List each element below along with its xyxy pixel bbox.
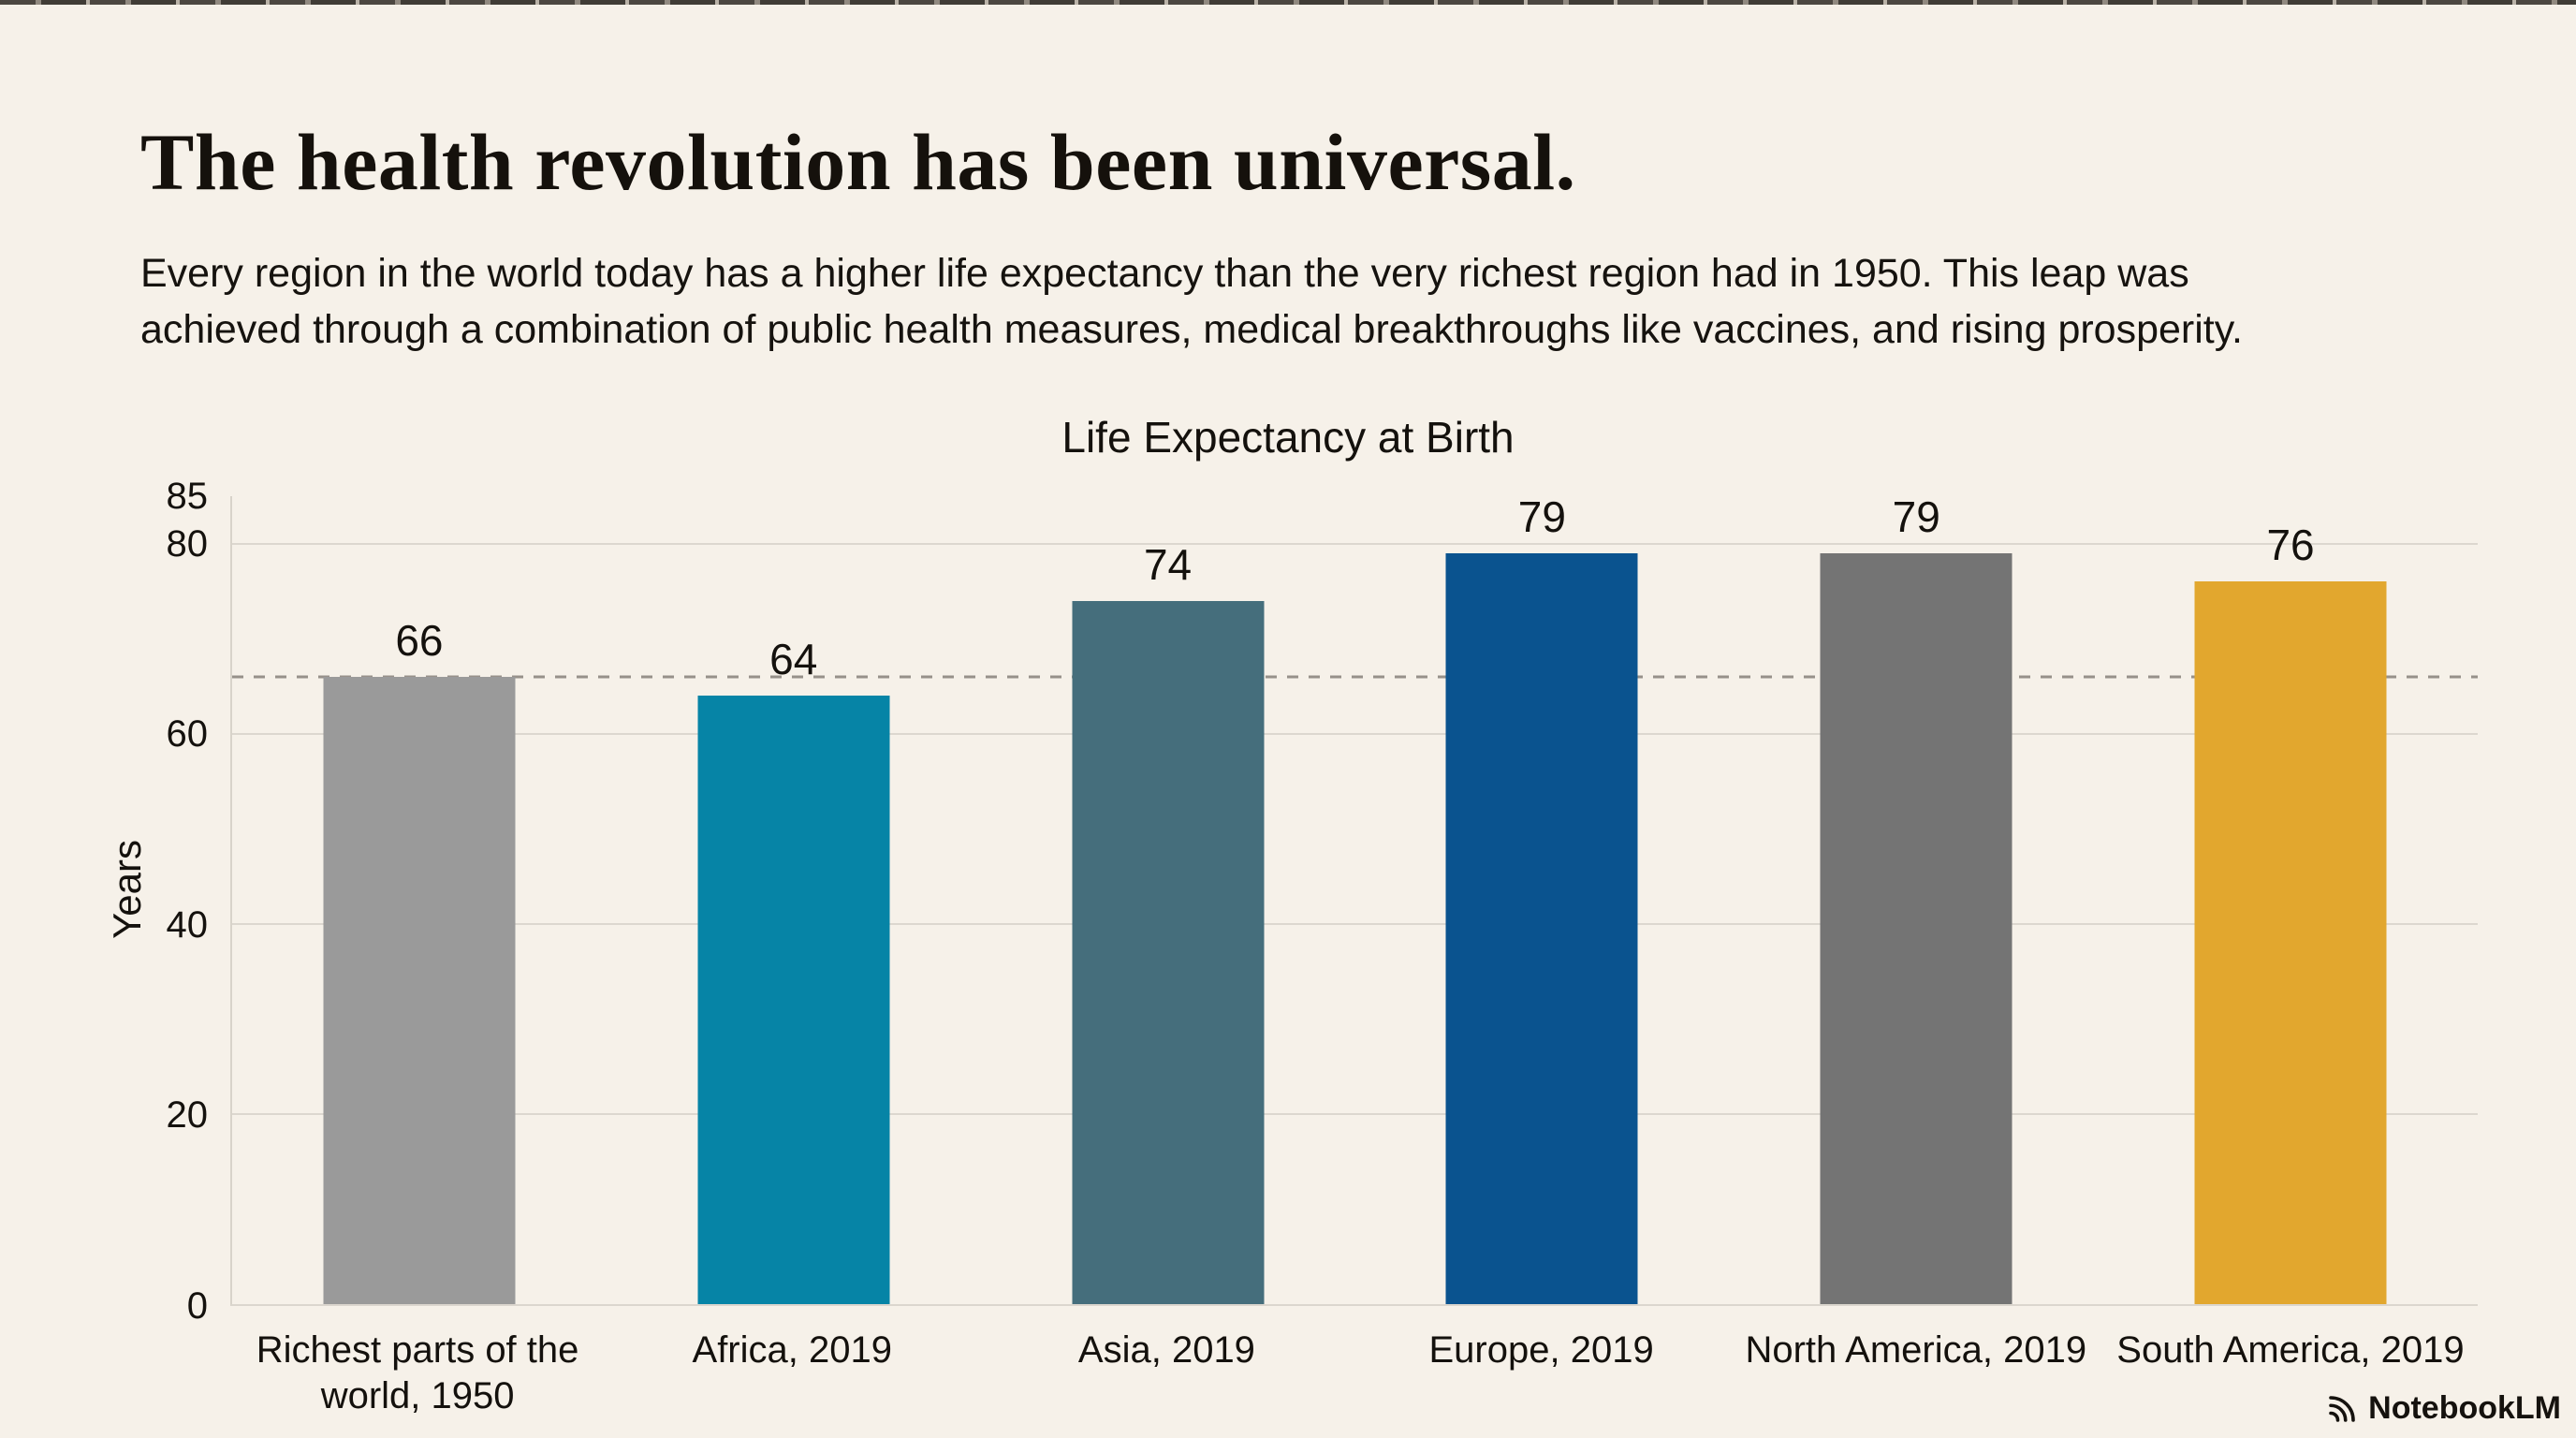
gridline xyxy=(232,542,2478,545)
bar-slot: 66 xyxy=(232,496,607,1304)
x-axis-label-slot: Europe, 2019 xyxy=(1354,1328,1729,1373)
gridline xyxy=(232,732,2478,735)
bar-value-label: 76 xyxy=(2266,521,2315,570)
gridline xyxy=(232,922,2478,925)
bar-value-label: 79 xyxy=(1517,492,1566,541)
x-axis-label-slot: North America, 2019 xyxy=(1729,1328,2103,1373)
bar xyxy=(2194,581,2387,1304)
bar-slot: 79 xyxy=(1729,492,2103,1304)
reference-line xyxy=(232,675,2478,679)
bars: 66 64 74 79 79 76 xyxy=(232,492,2478,1304)
watermark: NotebookLM xyxy=(2325,1390,2561,1427)
top-edge-strip xyxy=(0,0,2576,5)
x-axis-label-slot: Asia, 2019 xyxy=(979,1328,1354,1373)
y-axis-ticks: 0 20 40 60 80 85 xyxy=(0,477,209,1325)
x-axis-label: Africa, 2019 xyxy=(692,1329,892,1371)
bar-value-label: 79 xyxy=(1892,492,1940,541)
bar-value-label: 64 xyxy=(769,635,818,684)
x-axis-label-slot: Africa, 2019 xyxy=(605,1328,979,1373)
gridline xyxy=(232,1112,2478,1115)
bar-slot: 79 xyxy=(1354,492,1729,1304)
x-axis-label-slot: Richest parts of the world, 1950 xyxy=(230,1328,605,1419)
bar-slot: 74 xyxy=(981,496,1355,1304)
bar xyxy=(1820,552,2012,1304)
watermark-label: NotebookLM xyxy=(2368,1390,2561,1426)
bar xyxy=(1445,552,1638,1304)
x-axis-label: Europe, 2019 xyxy=(1428,1329,1654,1371)
chart-title: Life Expectancy at Birth xyxy=(1061,413,1515,462)
bar xyxy=(697,696,890,1304)
x-axis-label: Asia, 2019 xyxy=(1077,1329,1255,1371)
bar-slot: 76 xyxy=(2103,496,2478,1304)
bar-value-label: 74 xyxy=(1143,539,1193,589)
subtitle-line-2: achieved through a combination of public… xyxy=(140,307,2243,353)
x-axis-labels: Richest parts of the world, 1950 Africa, … xyxy=(230,1328,2478,1419)
x-axis-label-slot: South America, 2019 xyxy=(2103,1328,2478,1373)
page-subtitle: Every region in the world today has a hi… xyxy=(140,245,2243,358)
page-title: The health revolution has been universal… xyxy=(140,117,1576,207)
gridlines xyxy=(232,496,2478,1304)
x-axis-label: South America, 2019 xyxy=(2116,1329,2465,1371)
y-tick-label: 80 xyxy=(166,522,209,565)
plot-area: 66 64 74 79 79 76 xyxy=(230,492,2478,1306)
x-axis-label: North America, 2019 xyxy=(1745,1329,2087,1371)
notebooklm-logo-icon xyxy=(2329,1395,2355,1422)
y-tick-label: 20 xyxy=(166,1094,209,1137)
y-tick-label: 85 xyxy=(166,476,209,517)
x-axis-label: Richest parts of the world, 1950 xyxy=(256,1329,579,1416)
bar-slot: 64 xyxy=(607,496,981,1304)
y-tick-label: 60 xyxy=(166,713,209,756)
bar-value-label: 66 xyxy=(395,615,444,665)
y-tick-label: 40 xyxy=(166,903,209,946)
y-tick-label: 0 xyxy=(186,1285,208,1327)
subtitle-line-1: Every region in the world today has a hi… xyxy=(140,251,2189,296)
bar xyxy=(323,676,516,1304)
bar xyxy=(1072,600,1265,1304)
